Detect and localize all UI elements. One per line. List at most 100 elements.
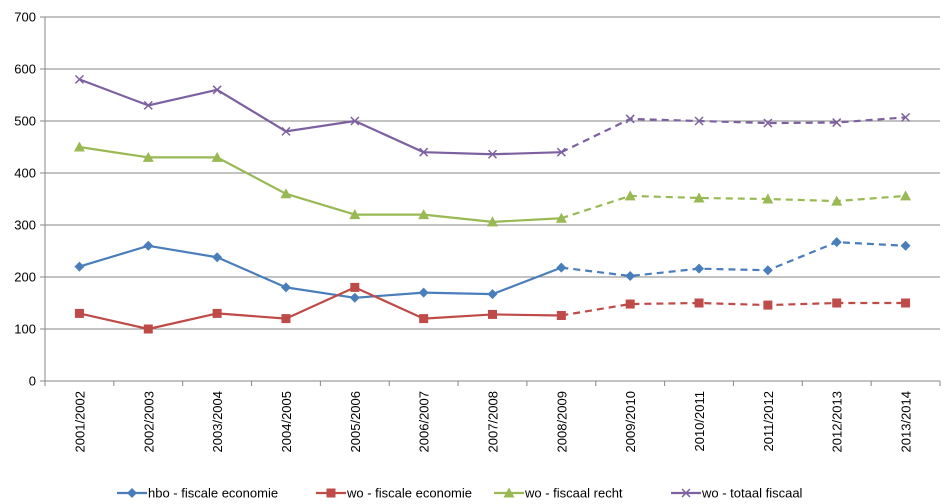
legend-item: hbo - fiscale economie xyxy=(117,486,278,501)
data-point xyxy=(831,195,843,206)
series-line-dashed xyxy=(561,241,906,278)
y-tick-label: 700 xyxy=(14,10,36,25)
data-point xyxy=(556,262,567,273)
x-tick-label: 2009/2010 xyxy=(623,391,638,452)
data-point xyxy=(556,310,566,320)
data-point xyxy=(143,324,153,334)
data-point xyxy=(74,308,84,318)
data-point xyxy=(349,292,360,303)
y-tick-label: 600 xyxy=(14,62,36,77)
data-point xyxy=(625,299,635,309)
data-point xyxy=(212,252,223,263)
data-point xyxy=(281,314,291,324)
data-point xyxy=(900,240,911,251)
data-point xyxy=(143,100,153,110)
legend: hbo - fiscale economie wo - fiscale econo… xyxy=(117,486,803,501)
data-point xyxy=(349,209,361,220)
data-point xyxy=(900,190,912,201)
data-point xyxy=(763,118,773,128)
data-point xyxy=(419,147,429,157)
legend-item: wo - fiscaal recht xyxy=(494,486,623,501)
data-point xyxy=(901,298,911,308)
y-axis: 0 100 200 300 400 500 600 700 xyxy=(14,10,46,389)
x-tick-label: 2008/2009 xyxy=(554,391,569,452)
data-point xyxy=(142,151,154,162)
y-tick-label: 300 xyxy=(14,218,36,233)
data-point xyxy=(762,265,773,276)
data-point xyxy=(901,112,911,122)
data-point xyxy=(74,261,85,272)
data-point xyxy=(832,298,842,308)
legend-label: wo - fiscale economie xyxy=(346,486,472,501)
series-line-solid xyxy=(79,244,562,299)
data-point xyxy=(555,212,567,223)
data-point xyxy=(556,147,566,157)
y-tick-label: 100 xyxy=(14,322,36,337)
data-point xyxy=(280,282,291,293)
x-tick-label: 2005/2006 xyxy=(348,391,363,452)
y-tick-label: 200 xyxy=(14,270,36,285)
data-point xyxy=(624,190,636,201)
data-point xyxy=(694,298,704,308)
data-point xyxy=(143,240,154,251)
data-point xyxy=(419,314,429,324)
series xyxy=(73,141,912,227)
series-line-dashed xyxy=(561,194,906,220)
data-point xyxy=(350,116,360,126)
data-point xyxy=(74,74,84,84)
data-point xyxy=(625,270,636,281)
x-tick-label: 2006/2007 xyxy=(417,391,432,452)
data-point xyxy=(212,308,222,318)
data-point xyxy=(694,116,704,126)
data-point xyxy=(694,263,705,274)
data-point xyxy=(762,193,774,204)
legend-label: hbo - fiscale economie xyxy=(148,486,278,501)
data-point xyxy=(693,192,705,203)
data-point xyxy=(487,149,498,159)
data-point xyxy=(281,126,291,136)
legend-marker xyxy=(503,487,515,498)
x-tick-label: 2012/2013 xyxy=(830,391,845,452)
data-point xyxy=(211,151,223,162)
x-tick-label: 2001/2002 xyxy=(72,391,87,452)
x-tick-label: 2002/2003 xyxy=(141,391,156,452)
legend-marker xyxy=(681,488,691,498)
series xyxy=(74,74,911,159)
data-point xyxy=(280,188,292,199)
x-axis: 2001/2002 2002/2003 2003/2004 2004/2005 2005… xyxy=(44,380,941,452)
data-point xyxy=(418,209,430,220)
series-line-dashed xyxy=(560,116,906,154)
y-tick-label: 500 xyxy=(14,114,36,129)
data-point xyxy=(625,114,635,124)
legend-label: wo - fiscaal recht xyxy=(524,486,623,501)
x-tick-label: 2007/2008 xyxy=(486,391,501,452)
data-point xyxy=(832,118,842,128)
data-point xyxy=(487,216,498,227)
series-group xyxy=(73,74,912,334)
series-line-solid xyxy=(79,78,562,156)
x-tick-label: 2010/2011 xyxy=(692,391,707,452)
data-point xyxy=(763,300,773,310)
data-point xyxy=(350,282,360,292)
data-point xyxy=(212,85,222,95)
legend-marker xyxy=(127,488,137,498)
series-line-solid xyxy=(79,286,562,331)
data-point xyxy=(73,141,85,152)
series xyxy=(74,237,911,303)
x-tick-label: 2004/2005 xyxy=(279,391,294,452)
legend-marker xyxy=(326,488,336,498)
data-point xyxy=(487,289,498,300)
data-point xyxy=(418,287,429,298)
data-point xyxy=(488,309,497,319)
y-tick-label: 400 xyxy=(14,166,36,181)
x-tick-label: 2013/2014 xyxy=(899,391,914,452)
legend-label: wo - totaal fiscaal xyxy=(701,486,803,501)
legend-item: wo - totaal fiscaal xyxy=(671,486,803,501)
series-line-dashed xyxy=(561,301,906,317)
series xyxy=(74,282,911,334)
x-tick-label: 2003/2004 xyxy=(210,391,225,452)
series-line-solid xyxy=(79,145,562,223)
grid-lines xyxy=(45,16,940,330)
y-tick-label: 0 xyxy=(29,374,36,389)
